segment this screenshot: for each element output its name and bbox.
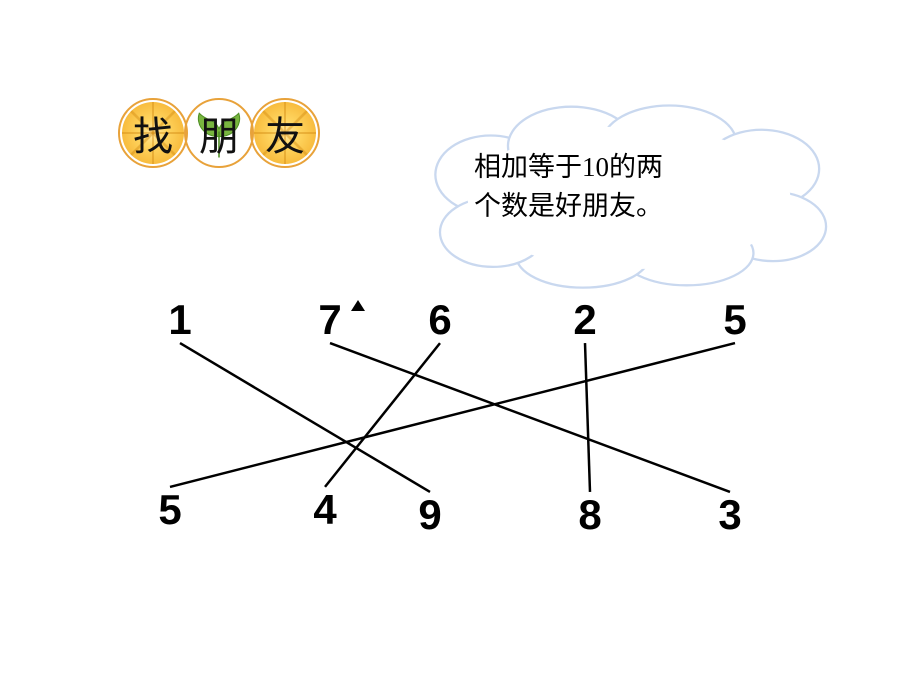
number-t1: 1	[168, 296, 191, 344]
rule-cloud: 相加等于10的两 个数是好朋友。	[438, 122, 820, 252]
matching-lines	[120, 300, 820, 560]
number-b8: 8	[578, 491, 601, 539]
title-char-3: 友	[250, 98, 320, 168]
cloud-line-1: 相加等于10的两	[474, 148, 784, 187]
number-t5: 5	[723, 296, 746, 344]
number-t2: 2	[573, 296, 596, 344]
title-char-1: 找	[118, 98, 188, 168]
title-char-1-text: 找	[133, 104, 173, 162]
title-char-3-text: 友	[265, 104, 305, 162]
number-t6: 6	[428, 296, 451, 344]
cloud-line-2: 个数是好朋友。	[474, 187, 784, 226]
number-b5: 5	[158, 486, 181, 534]
number-b4: 4	[313, 486, 336, 534]
number-t7: 7	[318, 296, 341, 344]
number-b9: 9	[418, 491, 441, 539]
title-char-2-text: 朋	[199, 104, 239, 162]
matching-diagram: 1762554983	[120, 300, 820, 560]
title-find-friends: 找 朋 友	[118, 98, 316, 168]
number-b3: 3	[718, 491, 741, 539]
playhead-marker-icon	[351, 300, 365, 311]
title-char-2: 朋	[184, 98, 254, 168]
